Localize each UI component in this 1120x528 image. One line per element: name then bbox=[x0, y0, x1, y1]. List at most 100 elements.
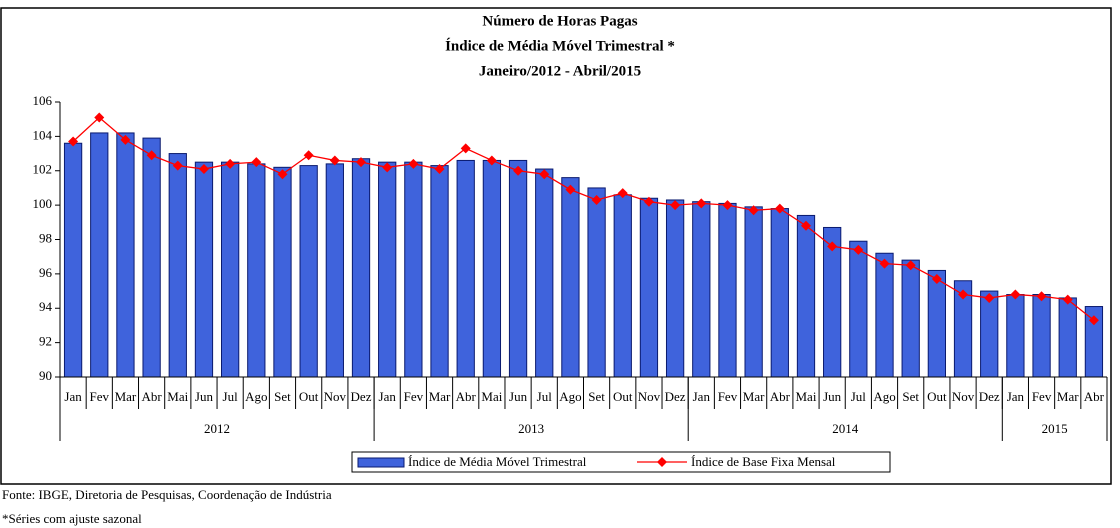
bar bbox=[273, 166, 292, 378]
line-marker bbox=[225, 158, 236, 169]
x-tick-label: Fev bbox=[718, 389, 738, 404]
x-tick-label: Out bbox=[927, 389, 947, 404]
y-tick-label: 102 bbox=[33, 162, 53, 177]
line-marker bbox=[434, 164, 445, 175]
x-tick-label: Mai bbox=[167, 389, 188, 404]
bar bbox=[665, 199, 685, 378]
bar bbox=[770, 208, 789, 378]
line-marker bbox=[382, 162, 393, 173]
bar bbox=[168, 153, 187, 378]
x-tick-label: Mar bbox=[1057, 389, 1079, 404]
bar bbox=[63, 142, 83, 378]
x-tick-label: Out bbox=[613, 389, 633, 404]
line-marker bbox=[408, 158, 419, 169]
x-tick-label: Nov bbox=[952, 389, 975, 404]
line-marker bbox=[251, 157, 262, 168]
x-tick-label: Dez bbox=[979, 389, 1000, 404]
bar bbox=[744, 206, 763, 378]
x-tick-label: Abr bbox=[456, 389, 477, 404]
bar bbox=[404, 161, 423, 378]
y-tick-label: 92 bbox=[39, 334, 52, 349]
bar bbox=[587, 187, 606, 378]
bar bbox=[430, 165, 449, 378]
line-marker bbox=[277, 169, 288, 180]
bar bbox=[718, 202, 737, 378]
line-marker bbox=[565, 184, 576, 195]
line-marker bbox=[905, 260, 916, 271]
line-marker bbox=[329, 155, 340, 166]
x-tick-label: Set bbox=[588, 389, 605, 404]
chart-frame bbox=[0, 7, 1112, 485]
x-tick-label: Jun bbox=[509, 389, 528, 404]
x-tick-label: Jul bbox=[223, 389, 239, 404]
x-tick-label: Mai bbox=[796, 389, 817, 404]
line-marker bbox=[827, 241, 838, 252]
line-marker bbox=[591, 194, 602, 205]
line-marker bbox=[172, 160, 183, 171]
bar bbox=[927, 269, 947, 378]
x-tick-label: Nov bbox=[638, 389, 661, 404]
x-tick-label: Nov bbox=[324, 389, 347, 404]
bar bbox=[639, 197, 659, 378]
x-tick-label: Ago bbox=[559, 389, 581, 404]
line-marker bbox=[748, 205, 759, 216]
line-marker bbox=[1036, 291, 1047, 302]
x-tick-label: Jul bbox=[537, 389, 553, 404]
chart-title: Índice de Média Móvel Trimestral * bbox=[445, 37, 675, 54]
x-tick-label: Dez bbox=[665, 389, 686, 404]
legend-swatch bbox=[357, 457, 405, 468]
x-tick-label: Fev bbox=[404, 389, 424, 404]
bar bbox=[849, 240, 868, 378]
line-marker bbox=[198, 164, 209, 175]
x-tick-label: Jun bbox=[195, 389, 214, 404]
line-marker bbox=[68, 136, 79, 147]
x-tick-label: Ago bbox=[245, 389, 267, 404]
bar bbox=[1006, 294, 1025, 378]
bar bbox=[247, 163, 266, 378]
source-note: Fonte: IBGE, Diretoria de Pesquisas, Coo… bbox=[2, 487, 332, 502]
line-marker bbox=[1088, 315, 1099, 326]
line-marker bbox=[643, 196, 654, 207]
year-label: 2012 bbox=[204, 421, 230, 436]
x-tick-label: Abr bbox=[142, 389, 163, 404]
bar bbox=[796, 214, 816, 378]
line-marker bbox=[513, 165, 524, 176]
x-tick-label: Jan bbox=[1007, 389, 1025, 404]
legend-marker bbox=[657, 457, 667, 467]
line-marker bbox=[958, 289, 969, 300]
x-tick-label: Ago bbox=[873, 389, 895, 404]
y-tick-label: 106 bbox=[33, 93, 53, 108]
bar bbox=[142, 137, 161, 378]
line-marker bbox=[460, 143, 471, 154]
y-tick-label: 104 bbox=[33, 127, 53, 142]
x-tick-label: Jan bbox=[64, 389, 82, 404]
x-tick-label: Jun bbox=[823, 389, 842, 404]
line-marker bbox=[800, 220, 811, 231]
line-marker bbox=[722, 200, 733, 211]
x-tick-label: Mar bbox=[429, 389, 451, 404]
x-tick-label: Mai bbox=[481, 389, 502, 404]
x-tick-label: Mar bbox=[115, 389, 137, 404]
bar bbox=[299, 165, 318, 378]
y-tick-label: 90 bbox=[39, 368, 52, 383]
x-tick-label: Dez bbox=[351, 389, 372, 404]
line-marker bbox=[879, 258, 890, 269]
line-marker bbox=[984, 292, 995, 303]
x-tick-label: Jan bbox=[379, 389, 397, 404]
x-tick-label: Jan bbox=[693, 389, 711, 404]
bar bbox=[351, 158, 371, 378]
line-marker bbox=[146, 150, 157, 161]
bar bbox=[194, 161, 214, 378]
line-marker bbox=[1010, 289, 1021, 300]
bar bbox=[90, 132, 109, 378]
line-marker bbox=[696, 198, 707, 209]
chart-title: Janeiro/2012 - Abril/2015 bbox=[479, 63, 641, 79]
bar bbox=[456, 159, 475, 378]
year-label: 2015 bbox=[1042, 421, 1068, 436]
legend-box bbox=[351, 451, 891, 473]
year-label: 2013 bbox=[518, 421, 544, 436]
year-label: 2014 bbox=[832, 421, 859, 436]
line-marker bbox=[670, 200, 681, 211]
line-marker bbox=[303, 150, 314, 161]
